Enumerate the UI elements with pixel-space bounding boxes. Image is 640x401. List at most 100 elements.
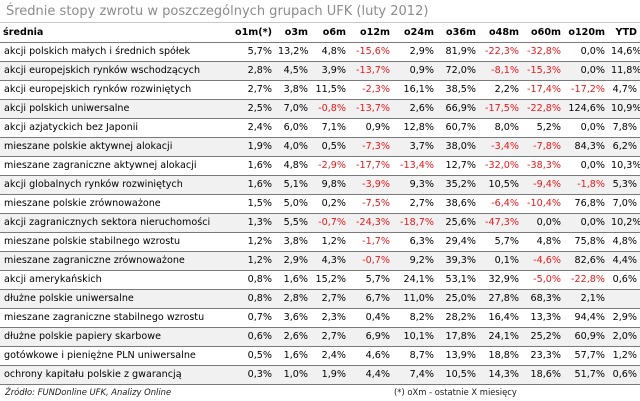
return-cell	[608, 289, 640, 310]
return-cell: -17,2%	[564, 80, 608, 101]
return-cell: 7,8%	[608, 118, 640, 139]
return-cell: 2,0%	[608, 327, 640, 348]
return-cell: 82,6%	[564, 251, 608, 272]
return-cell: 32,9%	[479, 270, 522, 291]
return-cell: 0,6%	[232, 327, 275, 348]
return-cell: 5,0%	[275, 194, 311, 215]
return-cell: 2,7%	[393, 194, 437, 215]
return-cell: 60,7%	[437, 118, 479, 139]
fund-group-name: akcji amerykańskich	[0, 270, 232, 291]
return-cell: 0,9%	[349, 118, 393, 139]
return-cell: 6,0%	[275, 118, 311, 139]
return-cell: 0,1%	[479, 251, 522, 272]
return-cell: 14,6%	[608, 42, 640, 63]
return-cell: -1,7%	[349, 232, 393, 253]
return-cell: 0,9%	[393, 61, 437, 82]
return-cell: 1,3%	[232, 213, 275, 234]
return-cell: 66,9%	[437, 99, 479, 120]
return-cell: 24,1%	[393, 270, 437, 291]
fund-group-name: gotówkowe i pieniężne PLN uniwersalne	[0, 346, 232, 367]
return-cell: -6,4%	[479, 194, 522, 215]
return-cell: 10,9%	[608, 99, 640, 120]
return-cell: 1,2%	[232, 232, 275, 253]
fund-group-name: dłużne polskie uniwersalne	[0, 289, 232, 310]
return-cell: 3,7%	[393, 137, 437, 158]
return-cell: 2,9%	[275, 251, 311, 272]
return-cell: 2,8%	[232, 61, 275, 82]
column-header-o3m: o3m	[275, 24, 311, 44]
source-note: Źródło: FUNDonline UFK, Analizy Online	[5, 387, 172, 397]
return-cell: -15,6%	[349, 42, 393, 63]
return-cell: 2,6%	[393, 99, 437, 120]
return-cell: 57,7%	[564, 346, 608, 367]
return-cell: 5,7%	[349, 270, 393, 291]
title-divider	[0, 22, 640, 23]
return-cell: -1,8%	[564, 175, 608, 196]
return-cell: -0,8%	[311, 99, 349, 120]
return-cell: 4,3%	[311, 251, 349, 272]
column-header-o24m: o24m	[393, 24, 437, 44]
table-row: akcji amerykańskich 0,8% 1,6% 15,2% 5,7% 24,1…	[0, 270, 640, 291]
return-cell: -2,9%	[311, 156, 349, 177]
return-cell: 0,4%	[349, 308, 393, 329]
return-cell: 2,4%	[232, 118, 275, 139]
table-row: akcji zagranicznych sektora nieruchomośc…	[0, 213, 640, 234]
return-cell: 13,9%	[437, 346, 479, 367]
return-cell: 2,8%	[275, 289, 311, 310]
return-cell: 0,7%	[232, 308, 275, 329]
table-row: dłużne polskie papiery skarbowe 0,6% 2,6% 2…	[0, 327, 640, 348]
table-header-row: średnia o1m(*) o3m o6m o12m o24m o36m o4…	[0, 24, 640, 44]
table-row: akcji azjatyckich bez Japonii 2,4% 6,0% 7,1…	[0, 118, 640, 139]
return-cell: 1,9%	[311, 365, 349, 386]
fund-group-name: mieszane polskie zrównoważone	[0, 194, 232, 215]
return-cell: 39,3%	[437, 251, 479, 272]
legend-note: (*) oXm - ostatnie X miesięcy	[394, 387, 517, 397]
return-cell: 84,3%	[564, 137, 608, 158]
return-cell: 12,8%	[393, 118, 437, 139]
return-cell: 68,3%	[522, 289, 564, 310]
return-cell: 29,4%	[437, 232, 479, 253]
return-cell: -17,7%	[349, 156, 393, 177]
return-cell: 2,3%	[311, 308, 349, 329]
return-cell: 5,1%	[275, 175, 311, 196]
return-cell: 38,0%	[437, 137, 479, 158]
fund-group-name: akcji zagranicznych sektora nieruchomośc…	[0, 213, 232, 234]
fund-group-name: mieszane zagraniczne zrównoważone	[0, 251, 232, 272]
return-cell: 1,6%	[275, 346, 311, 367]
table-row: mieszane zagraniczne aktywnej alokacji 1,…	[0, 156, 640, 177]
return-cell: -3,9%	[349, 175, 393, 196]
return-cell: 0,0%	[522, 213, 564, 234]
return-cell: 4,4%	[608, 251, 640, 272]
return-cell: -13,4%	[393, 156, 437, 177]
return-cell: 7,1%	[311, 118, 349, 139]
return-cell: 16,1%	[393, 80, 437, 101]
table-row: akcji polskich uniwersalne 2,5% 7,0% -0,8% -…	[0, 99, 640, 120]
return-cell: 2,6%	[275, 327, 311, 348]
return-cell: 23,3%	[522, 346, 564, 367]
return-cell: 9,2%	[393, 251, 437, 272]
table-row: akcji globalnych rynków rozwiniętych 1,6%…	[0, 175, 640, 196]
return-cell: 2,7%	[232, 80, 275, 101]
table-row: gotówkowe i pieniężne PLN uniwersalne 0,5…	[0, 346, 640, 367]
return-cell: -7,3%	[349, 137, 393, 158]
return-cell: 4,8%	[522, 232, 564, 253]
return-cell: 1,2%	[232, 251, 275, 272]
return-cell: 76,8%	[564, 194, 608, 215]
return-cell: 18,8%	[479, 346, 522, 367]
return-cell: 0,0%	[564, 213, 608, 234]
return-cell: 2,9%	[393, 42, 437, 63]
column-header-o48m: o48m	[479, 24, 522, 44]
return-cell: -5,0%	[522, 270, 564, 291]
return-cell: 13,2%	[275, 42, 311, 63]
table-row: akcji polskich małych i średnich spółek 5…	[0, 42, 640, 63]
return-cell: 75,8%	[564, 232, 608, 253]
return-cell: -3,4%	[479, 137, 522, 158]
return-cell: 4,5%	[275, 61, 311, 82]
fund-group-name: mieszane polskie aktywnej alokacji	[0, 137, 232, 158]
return-cell: 72,0%	[437, 61, 479, 82]
return-cell: 1,2%	[608, 346, 640, 367]
return-cell: -9,4%	[522, 175, 564, 196]
return-cell: 2,7%	[311, 289, 349, 310]
return-cell: 94,4%	[564, 308, 608, 329]
return-cell: 6,2%	[608, 137, 640, 158]
